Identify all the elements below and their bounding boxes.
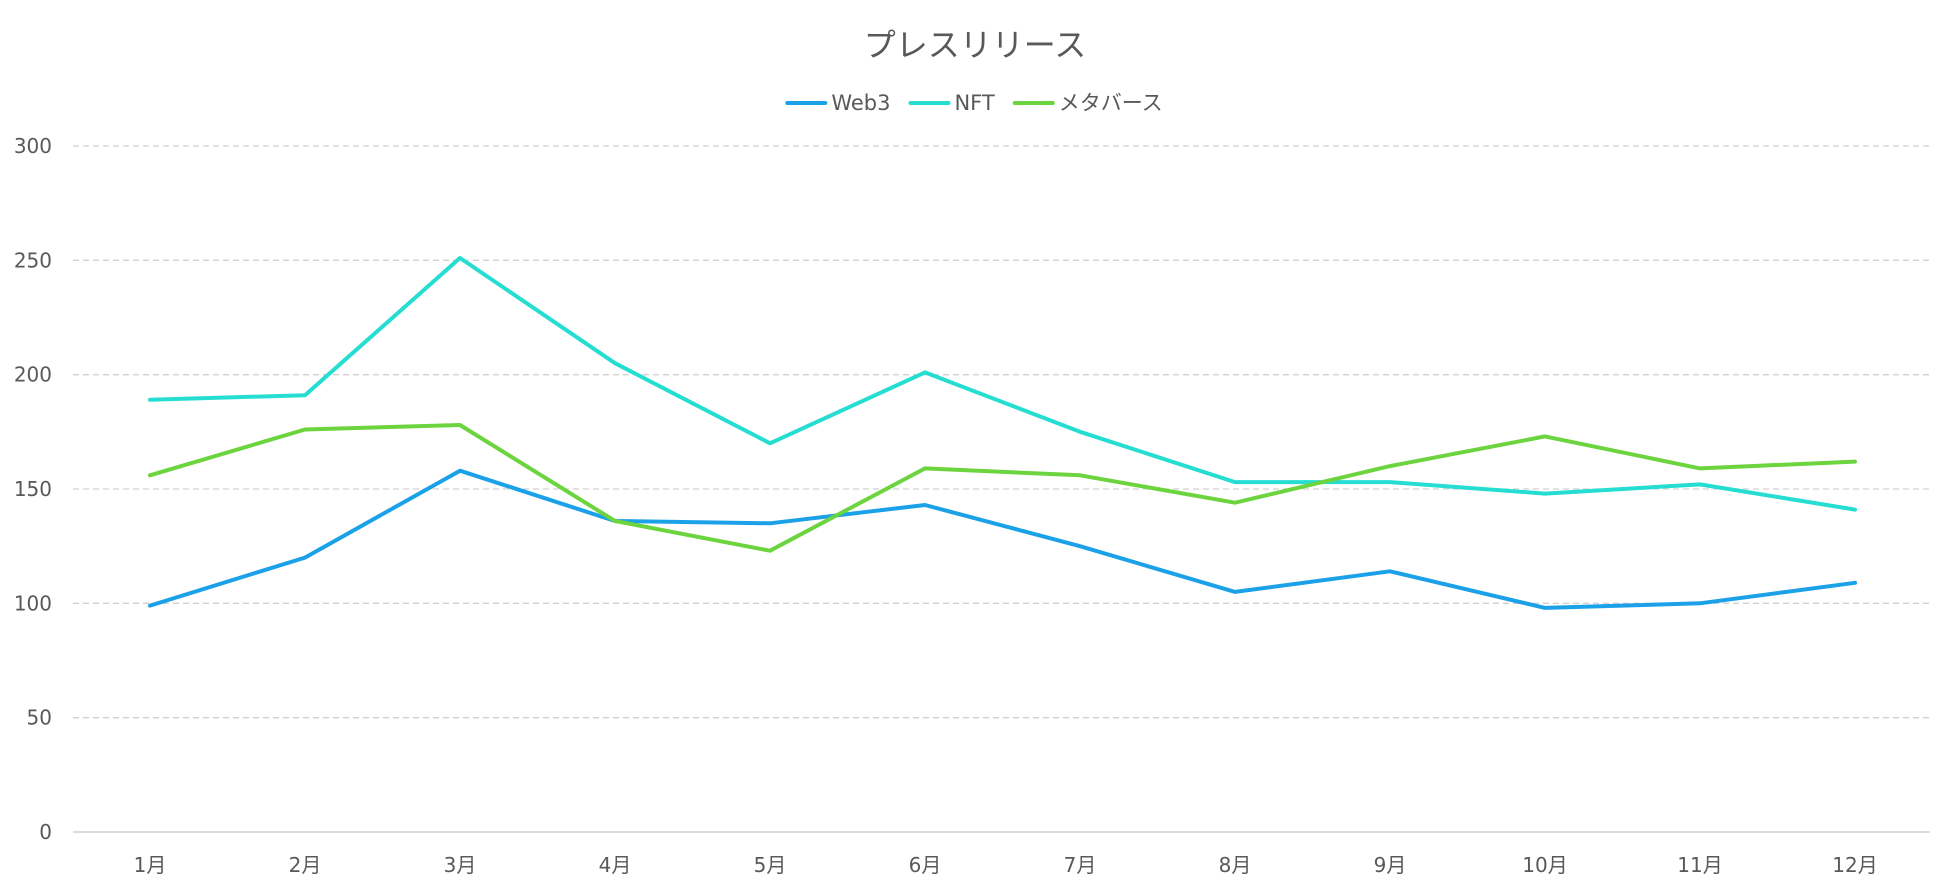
y-tick-label: 150 [14, 477, 52, 501]
y-tick-label: 300 [14, 134, 52, 158]
legend-label: メタバース [1059, 91, 1163, 115]
x-tick-label: 4月 [599, 853, 632, 877]
x-tick-label: 7月 [1064, 853, 1097, 877]
x-tick-label: 6月 [909, 853, 942, 877]
x-tick-label: 12月 [1832, 853, 1877, 877]
series-line-NFT [148, 256, 1857, 512]
series-lines [148, 256, 1857, 610]
x-tick-label: 10月 [1522, 853, 1567, 877]
y-tick-label: 200 [14, 363, 52, 387]
x-tick-label: 11月 [1677, 853, 1722, 877]
y-tick-label: 0 [39, 820, 52, 844]
y-tick-label: 250 [14, 248, 52, 272]
series-line-Web3 [148, 468, 1857, 610]
grid-lines [73, 145, 1930, 833]
x-tick-label: 2月 [289, 853, 322, 877]
series-line-メタバース [148, 423, 1857, 553]
x-tick-label: 9月 [1374, 853, 1407, 877]
y-axis: 0 50 100 150 200 250 300 [14, 134, 52, 844]
legend-label: NFT [954, 91, 994, 115]
x-tick-label: 5月 [754, 853, 787, 877]
y-tick-label: 50 [27, 706, 52, 730]
x-tick-label: 8月 [1219, 853, 1252, 877]
legend: Web3 NFT メタバース [785, 91, 1163, 115]
chart-title: プレスリリース [864, 26, 1086, 64]
legend-label: Web3 [831, 91, 890, 115]
x-tick-label: 1月 [134, 853, 167, 877]
x-axis: 1月 2月 3月 4月 5月 6月 7月 8月 9月 10月 11月 12月 [134, 853, 1878, 877]
x-tick-label: 3月 [444, 853, 477, 877]
y-tick-label: 100 [14, 591, 52, 615]
